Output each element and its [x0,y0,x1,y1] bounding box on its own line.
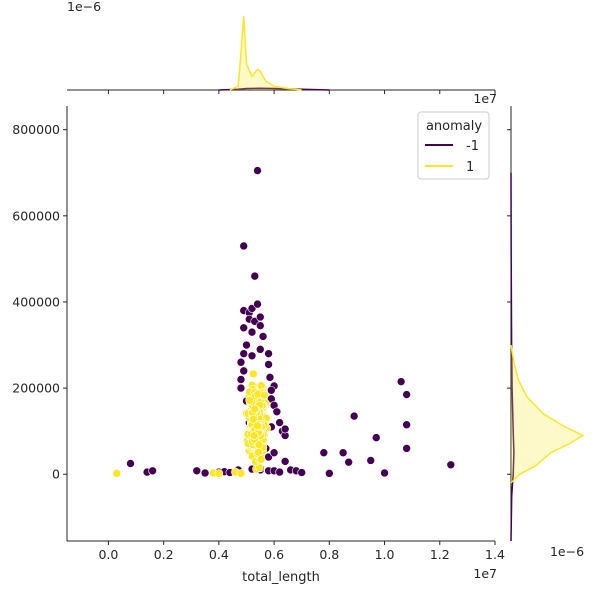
scatter-point-anomaly [255,321,265,330]
y-tick-label: 400000 [12,294,60,309]
x-tick-label: 0.2 [154,547,174,562]
scatter-point-anomaly [239,366,249,376]
scatter-point-normal [254,440,264,450]
scatter-point-anomaly [242,340,251,350]
main-scatter-axes: 0.0 0.2 0.4 0.6 0.8 1.0 1.2 1.4 0 200000 400000 60… [12,91,505,585]
x-tick-label: 1.0 [375,547,395,562]
legend-label-negative: -1 [466,139,479,154]
scatter-point-anomaly [239,241,249,251]
scatter-point-normal [254,447,263,457]
right-marginal-ticks [507,129,511,475]
x-tick-label: 0.6 [264,547,284,562]
legend: anomaly -1 1 [417,111,490,180]
scatter-point-anomaly [192,466,202,476]
top-marginal-curves [218,15,330,91]
scatter-point-anomaly [239,323,249,333]
scatter-point-anomaly [247,327,257,337]
scatter-point-normal [256,455,266,464]
right-density-curve [510,172,515,542]
scatter-point-anomaly [349,411,359,421]
top-density-curve [229,15,302,91]
scatter-point-anomaly [236,383,246,393]
scatter-point-normal [253,421,262,431]
scatter-point-anomaly [344,457,353,467]
y-axis-ticks: 0 200000 400000 600000 800000 [12,122,67,482]
scatter-point-anomaly [239,349,249,358]
right-marginal-scale-label: 1e−6 [550,544,584,559]
scatter-point-anomaly [255,345,265,354]
right-marginal-curves [510,172,585,542]
scatter-point-anomaly [253,299,262,309]
scatter-point-normal [236,469,246,478]
scatter-point-anomaly [366,456,376,465]
y-tick-label: 600000 [12,208,60,223]
legend-title: anomaly [426,119,482,134]
scatter-point-anomaly [250,271,260,281]
scatter-point-anomaly [236,375,246,384]
top-density-fill-normal [229,16,302,90]
scatter-point-anomaly [253,166,262,175]
scatter-points [112,166,456,478]
scatter-point-anomaly [275,418,284,427]
scatter-point-anomaly [325,469,334,478]
scatter-point-anomaly [338,448,348,458]
scatter-point-normal [249,414,258,424]
scatter-point-anomaly [247,351,257,361]
scatter-point-anomaly [280,457,290,466]
scatter-point-anomaly [371,433,381,442]
scatter-point-anomaly [402,420,411,430]
scatter-point-normal [214,469,224,478]
y-tick-label: 0 [52,467,60,482]
top-marginal-density: 1e−6 [67,0,496,94]
scatter-point-anomaly [269,448,279,458]
x-axis-offset-label: 1e7 [473,566,497,581]
scatter-point-anomaly [297,468,307,477]
scatter-point-anomaly [272,407,282,417]
x-axis-label: total_length [242,570,320,585]
y-tick-label: 200000 [12,381,60,396]
scatter-point-anomaly [200,468,210,478]
scatter-point-anomaly [402,444,411,453]
scatter-point-normal [250,404,260,414]
x-tick-label: 1.2 [430,547,450,562]
scatter-point-anomaly [402,390,411,399]
scatter-point-normal [259,390,269,400]
scatter-point-anomaly [148,466,157,476]
right-density-fill-normal [511,345,583,483]
right-marginal-density: 1e−6 [507,106,585,559]
scatter-point-anomaly [255,312,265,322]
scatter-point-anomaly [396,377,406,386]
scatter-point-anomaly [264,360,273,369]
scatter-point-anomaly [126,459,135,468]
scatter-point-normal [112,469,122,478]
right-density-curve [510,344,585,484]
scatter-point-anomaly [275,467,284,477]
scatter-point-anomaly [267,385,276,395]
scatter-point-normal [249,431,259,440]
scatter-point-anomaly [236,357,246,367]
top-marginal-scale-label: 1e−6 [67,0,101,14]
main-top-offset-label: 1e7 [473,91,497,106]
legend-box [417,111,490,180]
x-tick-label: 0.4 [209,547,229,562]
scatter-point-anomaly [446,460,456,470]
x-tick-label: 1.4 [485,547,505,562]
y-tick-label: 800000 [12,122,60,137]
x-axis-ticks: 0.0 0.2 0.4 0.6 0.8 1.0 1.2 1.4 [98,541,505,562]
scatter-point-normal [249,369,258,379]
scatter-point-anomaly [264,349,273,358]
scatter-point-normal [245,396,254,405]
x-tick-label: 0.0 [98,547,118,562]
x-tick-label: 0.8 [319,547,339,562]
scatter-point-anomaly [319,448,329,458]
top-marginal-ticks [107,90,496,94]
scatter-point-anomaly [380,468,389,478]
scatter-point-anomaly [265,373,275,382]
legend-label-positive: 1 [466,160,474,175]
scatter-point-anomaly [280,424,290,434]
scatter-point-anomaly [258,332,268,341]
